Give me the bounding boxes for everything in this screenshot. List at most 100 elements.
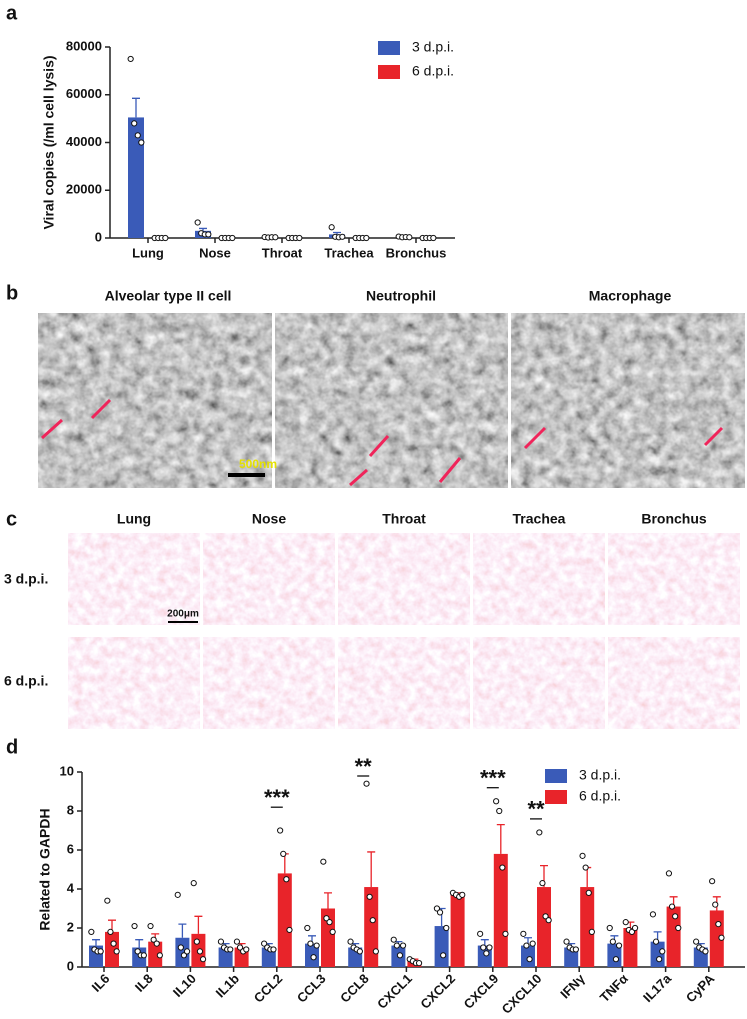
x-tick-label: IL1b bbox=[213, 971, 243, 1001]
data-point bbox=[650, 912, 655, 917]
data-point bbox=[287, 927, 292, 932]
data-point bbox=[271, 947, 276, 952]
bar bbox=[451, 895, 465, 967]
data-point bbox=[407, 235, 412, 240]
data-point bbox=[314, 943, 319, 948]
x-tick-label: CXCL9 bbox=[461, 971, 502, 1012]
data-point bbox=[194, 939, 199, 944]
column-title: Nose bbox=[252, 511, 286, 527]
data-point bbox=[607, 925, 612, 930]
data-point bbox=[521, 931, 526, 936]
data-point bbox=[348, 939, 353, 944]
y-tick-label: 0 bbox=[67, 958, 74, 973]
x-tick-label: CyPA bbox=[683, 971, 718, 1006]
data-point bbox=[669, 904, 674, 909]
data-point bbox=[530, 941, 535, 946]
histology-image bbox=[338, 533, 470, 625]
x-tick-label: IL17a bbox=[640, 970, 675, 1005]
data-point bbox=[230, 235, 235, 240]
y-axis-label: Related to GAPDH bbox=[37, 808, 53, 930]
data-point bbox=[154, 941, 159, 946]
data-point bbox=[321, 859, 326, 864]
data-point bbox=[540, 881, 545, 886]
data-point bbox=[105, 898, 110, 903]
data-point bbox=[703, 949, 708, 954]
data-point bbox=[218, 939, 223, 944]
data-point bbox=[234, 939, 239, 944]
data-point bbox=[200, 957, 205, 962]
bar bbox=[435, 926, 449, 967]
error-bar bbox=[92, 940, 100, 946]
y-tick-label: 10 bbox=[60, 763, 74, 778]
data-point bbox=[487, 945, 492, 950]
significance-label: ** bbox=[355, 754, 373, 779]
data-point bbox=[653, 939, 658, 944]
data-point bbox=[178, 945, 183, 950]
data-point bbox=[278, 828, 283, 833]
histology-image bbox=[608, 637, 740, 729]
error-bar bbox=[324, 893, 332, 909]
data-point bbox=[583, 865, 588, 870]
data-point bbox=[610, 939, 615, 944]
y-tick-label: 6 bbox=[67, 841, 74, 856]
significance-label: ** bbox=[527, 797, 545, 822]
x-tick-label: CCL2 bbox=[251, 971, 286, 1006]
y-tick-label: 60000 bbox=[66, 86, 102, 101]
data-point bbox=[527, 957, 532, 962]
data-point bbox=[228, 947, 233, 952]
data-point bbox=[357, 949, 362, 954]
data-point bbox=[98, 949, 103, 954]
error-bar bbox=[367, 852, 375, 887]
error-bar bbox=[194, 916, 202, 934]
data-point bbox=[500, 865, 505, 870]
data-point bbox=[108, 929, 113, 934]
data-point bbox=[114, 949, 119, 954]
legend-label: 6 d.p.i. bbox=[579, 788, 621, 804]
data-point bbox=[660, 949, 665, 954]
data-point bbox=[311, 955, 316, 960]
histology-image bbox=[68, 637, 200, 729]
x-tick-label: IL10 bbox=[170, 971, 199, 1000]
data-point bbox=[191, 881, 196, 886]
micrograph-title: Neutrophil bbox=[366, 288, 436, 304]
data-point bbox=[148, 923, 153, 928]
x-tick-label: Trachea bbox=[324, 245, 374, 260]
legend-label: 3 d.p.i. bbox=[579, 767, 621, 783]
histology-panel: Lung Nose Throat Trachea Bronchus 3 d.p.… bbox=[4, 511, 740, 729]
data-point bbox=[284, 877, 289, 882]
y-tick-label: 2 bbox=[67, 919, 74, 934]
data-point bbox=[632, 925, 637, 930]
data-point bbox=[330, 929, 335, 934]
data-point bbox=[364, 781, 369, 786]
data-point bbox=[184, 949, 189, 954]
data-point bbox=[397, 953, 402, 958]
bar bbox=[278, 873, 292, 967]
data-point bbox=[460, 892, 465, 897]
y-tick-label: 0 bbox=[95, 229, 102, 244]
row-label: 6 d.p.i. bbox=[4, 673, 48, 689]
micrograph-title: Macrophage bbox=[589, 288, 672, 304]
data-point bbox=[370, 918, 375, 923]
error-bar bbox=[132, 98, 140, 117]
x-tick-label: CXCL10 bbox=[499, 971, 545, 1014]
data-point bbox=[694, 939, 699, 944]
y-tick-label: 40000 bbox=[66, 134, 102, 149]
data-point bbox=[586, 890, 591, 895]
legend-swatch bbox=[545, 769, 567, 783]
data-point bbox=[719, 935, 724, 940]
scale-bar-label: 200μm bbox=[167, 609, 199, 620]
data-point bbox=[537, 830, 542, 835]
significance-label: *** bbox=[480, 766, 506, 791]
data-point bbox=[132, 121, 137, 126]
data-point bbox=[206, 232, 211, 237]
data-point bbox=[666, 871, 671, 876]
data-point bbox=[497, 808, 502, 813]
data-point bbox=[713, 902, 718, 907]
data-point bbox=[394, 943, 399, 948]
data-point bbox=[364, 235, 369, 240]
data-point bbox=[132, 923, 137, 928]
data-point bbox=[710, 879, 715, 884]
row-label: 3 d.p.i. bbox=[4, 571, 48, 587]
data-point bbox=[481, 945, 486, 950]
